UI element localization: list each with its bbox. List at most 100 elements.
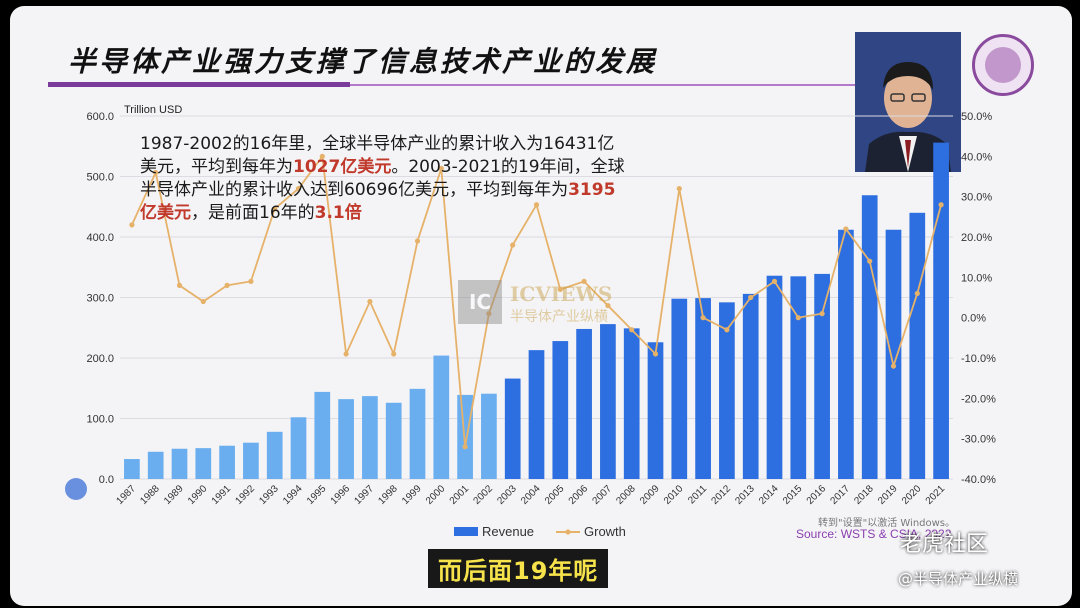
- y2-tick-label: -20.0%: [961, 393, 996, 405]
- growth-point: [462, 444, 468, 450]
- note-part3: ，是前面16年的: [191, 203, 315, 223]
- x-tick-label: 2014: [757, 483, 781, 507]
- x-tick-label: 1995: [305, 483, 329, 507]
- revenue-bar: [933, 142, 949, 479]
- revenue-bar: [623, 328, 640, 479]
- revenue-bar: [124, 459, 140, 479]
- growth-point: [248, 278, 254, 284]
- legend-marker-growth: [565, 529, 571, 535]
- x-tick-label: 1987: [115, 483, 139, 507]
- legend-swatch-revenue: [454, 527, 478, 536]
- x-tick-label: 1991: [210, 483, 234, 507]
- x-tick-label: 2021: [924, 483, 948, 507]
- slide-title: 半导体产业强力支撑了信息技术产业的发展: [68, 45, 658, 78]
- growth-point: [414, 238, 421, 244]
- revenue-bar: [147, 451, 164, 479]
- x-tick-label: 2004: [519, 483, 543, 507]
- revenue-bar: [195, 448, 212, 479]
- growth-point: [819, 311, 825, 317]
- x-tick-label: 1999: [400, 483, 424, 507]
- revenue-bar: [266, 431, 283, 479]
- annotation-text: 1987-2002的16年里，全球半导体产业的累计收入为16431亿美元，平均到…: [140, 133, 630, 225]
- revenue-bar: [861, 195, 878, 479]
- growth-point: [367, 298, 373, 305]
- revenue-bar: [481, 393, 497, 479]
- y2-tick-label: -10.0%: [961, 353, 996, 365]
- x-tick-label: 1993: [257, 483, 281, 507]
- growth-point: [438, 165, 444, 172]
- overlay-control-icon[interactable]: [65, 478, 87, 500]
- x-tick-label: 2008: [614, 483, 638, 507]
- revenue-bar: [742, 293, 759, 479]
- growth-point: [200, 298, 206, 305]
- y-tick-label: 100.0: [86, 414, 114, 426]
- revenue-bar: [314, 391, 331, 479]
- revenue-bar: [504, 378, 521, 479]
- growth-point: [581, 278, 587, 284]
- y-tick-label: 500.0: [86, 172, 114, 184]
- x-tick-label: 2005: [543, 483, 567, 507]
- revenue-bar: [243, 442, 259, 479]
- x-tick-label: 2009: [638, 483, 662, 507]
- growth-point: [914, 290, 920, 297]
- account-watermark: @半导体产业纵横: [898, 570, 1019, 588]
- revenue-growth-chart: 0.0 100.0 200.0 300.0 400.0 500.0 600.0 -40.0% -…: [86, 104, 996, 541]
- x-tick-label: 2017: [829, 483, 853, 507]
- revenue-bar: [338, 399, 354, 479]
- revenue-bar: [909, 212, 926, 480]
- x-tick-label: 2000: [424, 483, 448, 507]
- revenue-bars: [124, 142, 949, 480]
- x-tick-label: 2003: [495, 483, 519, 507]
- y-tick-label: 300.0: [86, 293, 114, 305]
- x-tick-label: 2015: [781, 483, 805, 507]
- growth-point: [748, 294, 754, 301]
- x-tick-label: 2018: [852, 483, 876, 507]
- revenue-bar: [766, 275, 783, 479]
- growth-point: [938, 202, 944, 208]
- growth-point: [343, 351, 349, 357]
- growth-point: [795, 315, 801, 321]
- revenue-bar: [290, 417, 307, 479]
- note-highlight3: 3.1倍: [314, 203, 362, 223]
- y2-tick-label: 50.0%: [961, 111, 992, 123]
- x-tick-label: 1997: [353, 483, 377, 507]
- note-part2: 。2003-2021的19年间，全球半导体产业的累计收入达到60696亿美元，平…: [140, 157, 625, 200]
- slide: 半导体产业强力支撑了信息技术产业的发展 0.0 100.0 200.0 300.0 40…: [10, 6, 1072, 606]
- x-tick-label: 2019: [876, 483, 900, 507]
- y2-tick-label: 0.0%: [961, 313, 986, 325]
- growth-point: [295, 186, 302, 192]
- growth-point: [771, 278, 778, 284]
- y-tick-label: 0.0: [99, 474, 114, 486]
- windows-activation-watermark: 转到"设置"以激活 Windows。: [818, 518, 956, 529]
- revenue-bar: [576, 328, 592, 479]
- y-tick-label: 400.0: [86, 232, 114, 244]
- revenue-bar: [790, 276, 807, 479]
- growth-point: [176, 282, 183, 288]
- title-rule: [350, 84, 960, 86]
- university-logo: [972, 34, 1034, 96]
- note-highlight2: 3195亿美元: [140, 180, 616, 223]
- growth-point: [700, 315, 706, 321]
- revenue-bar: [695, 298, 711, 479]
- revenue-bar: [600, 324, 616, 479]
- y2-tick-label: 10.0%: [961, 272, 992, 284]
- revenue-bar: [171, 448, 188, 479]
- growth-point: [510, 242, 516, 248]
- growth-point: [724, 327, 730, 333]
- growth-point: [486, 311, 492, 317]
- growth-point: [605, 302, 611, 309]
- y-tick-label: 600.0: [86, 111, 114, 123]
- revenue-bar: [409, 388, 426, 479]
- revenue-bar: [433, 355, 450, 479]
- revenue-bar: [838, 229, 854, 479]
- x-tick-label: 2013: [733, 483, 757, 507]
- growth-point: [129, 222, 135, 228]
- growth-point: [843, 226, 849, 232]
- growth-point: [652, 351, 659, 357]
- x-tick-label: 2002: [472, 483, 496, 507]
- tiger-community-watermark: 老虎社区: [900, 532, 989, 557]
- legend-label-revenue: Revenue: [482, 524, 534, 539]
- revenue-bar: [385, 402, 402, 479]
- x-tick-label: 2016: [805, 483, 829, 507]
- x-tick-label: 1989: [162, 483, 186, 507]
